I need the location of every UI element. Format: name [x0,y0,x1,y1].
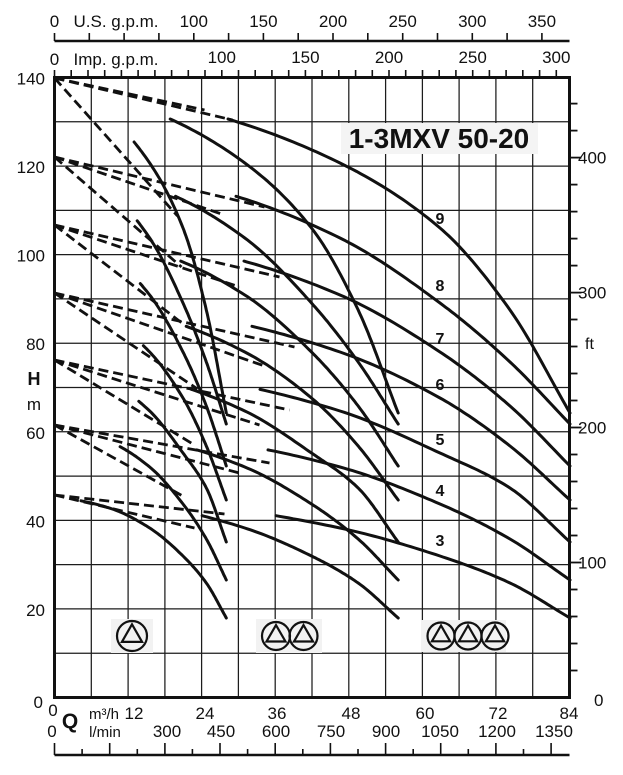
svg-text:300: 300 [578,284,606,303]
svg-text:84: 84 [560,704,579,723]
svg-text:0: 0 [594,691,603,710]
svg-text:0: 0 [34,693,43,712]
svg-text:4: 4 [436,483,445,500]
svg-text:900: 900 [372,722,400,741]
svg-text:120: 120 [17,158,45,177]
svg-text:1050: 1050 [421,722,459,741]
svg-text:U.S. g.p.m.: U.S. g.p.m. [73,12,158,31]
svg-text:100: 100 [578,554,606,573]
svg-text:l/min: l/min [89,724,121,741]
svg-text:Imp. g.p.m.: Imp. g.p.m. [73,50,158,69]
svg-text:40: 40 [26,512,45,531]
svg-text:100: 100 [208,48,236,67]
svg-text:48: 48 [342,704,361,723]
svg-text:750: 750 [317,722,345,741]
svg-text:24: 24 [196,704,215,723]
svg-text:350: 350 [528,12,556,31]
svg-text:200: 200 [375,48,403,67]
svg-text:300: 300 [458,12,486,31]
svg-text:20: 20 [26,601,45,620]
svg-text:300: 300 [542,48,570,67]
svg-text:6: 6 [436,377,445,394]
svg-text:200: 200 [578,419,606,438]
svg-text:0: 0 [50,50,59,69]
svg-text:1350: 1350 [535,722,573,741]
svg-text:140: 140 [17,70,45,89]
svg-text:36: 36 [268,704,287,723]
svg-text:150: 150 [291,48,319,67]
svg-text:300: 300 [153,722,181,741]
svg-text:7: 7 [436,331,445,348]
svg-text:1-3MXV 50-20: 1-3MXV 50-20 [349,123,530,154]
svg-text:400: 400 [578,149,606,168]
svg-text:3: 3 [436,533,445,550]
svg-text:72: 72 [489,704,508,723]
svg-text:100: 100 [180,12,208,31]
svg-text:Q: Q [62,710,78,733]
svg-text:9: 9 [436,211,445,228]
svg-text:60: 60 [26,424,45,443]
svg-text:1200: 1200 [478,722,516,741]
svg-text:80: 80 [26,335,45,354]
svg-text:150: 150 [249,12,277,31]
svg-text:100: 100 [17,247,45,266]
svg-text:8: 8 [436,278,445,295]
svg-text:600: 600 [262,722,290,741]
svg-text:200: 200 [319,12,347,31]
svg-text:12: 12 [125,704,144,723]
svg-text:m: m [27,395,41,414]
svg-text:m³/h: m³/h [89,706,119,723]
svg-text:H: H [28,369,41,389]
svg-text:0: 0 [50,12,59,31]
svg-text:250: 250 [388,12,416,31]
svg-text:450: 450 [207,722,235,741]
svg-text:250: 250 [458,48,486,67]
svg-text:ft: ft [585,336,594,353]
svg-text:0: 0 [48,701,57,720]
svg-text:0: 0 [47,722,56,741]
svg-text:60: 60 [416,704,435,723]
svg-text:5: 5 [436,432,445,449]
